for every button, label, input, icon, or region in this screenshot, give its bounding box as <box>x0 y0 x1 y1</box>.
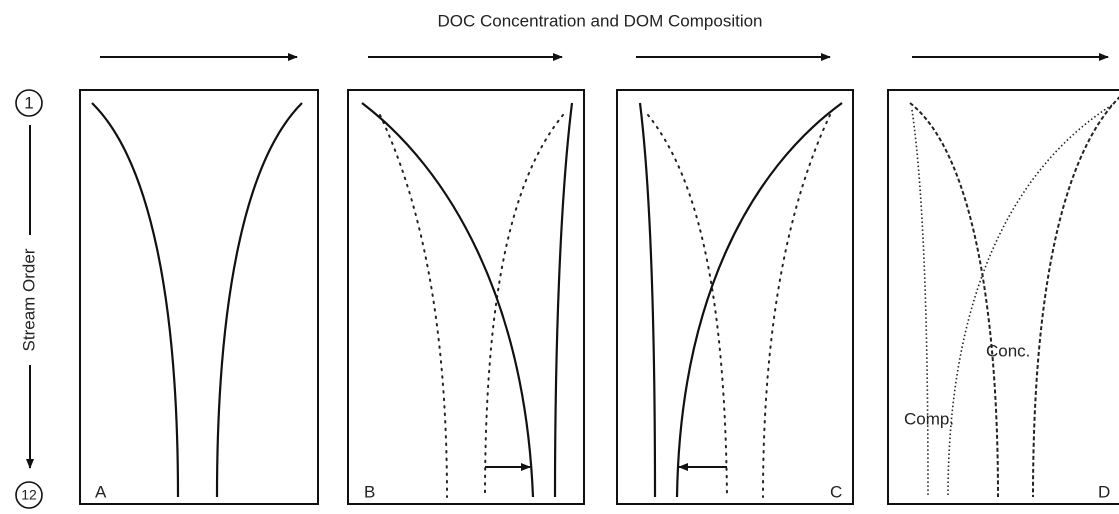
panel-a: A <box>79 89 319 505</box>
panel-label: C <box>830 482 842 501</box>
panel-b: B <box>347 89 585 505</box>
panel-d: Conc. Comp. D <box>887 89 1119 505</box>
axis-label: Stream Order <box>19 248 38 351</box>
title: DOC Concentration and DOM Composition <box>437 11 762 30</box>
panel-label: D <box>1098 482 1110 501</box>
panel-c: C <box>616 89 854 505</box>
annotation: Conc. <box>986 341 1030 360</box>
annotation: Comp. <box>904 409 954 428</box>
panel-label: A <box>95 482 107 501</box>
panel-label: B <box>364 482 375 501</box>
stream-order-axis: 1 12 Stream Order <box>15 89 43 509</box>
order-bottom: 12 <box>21 487 37 503</box>
order-top: 1 <box>24 93 33 112</box>
